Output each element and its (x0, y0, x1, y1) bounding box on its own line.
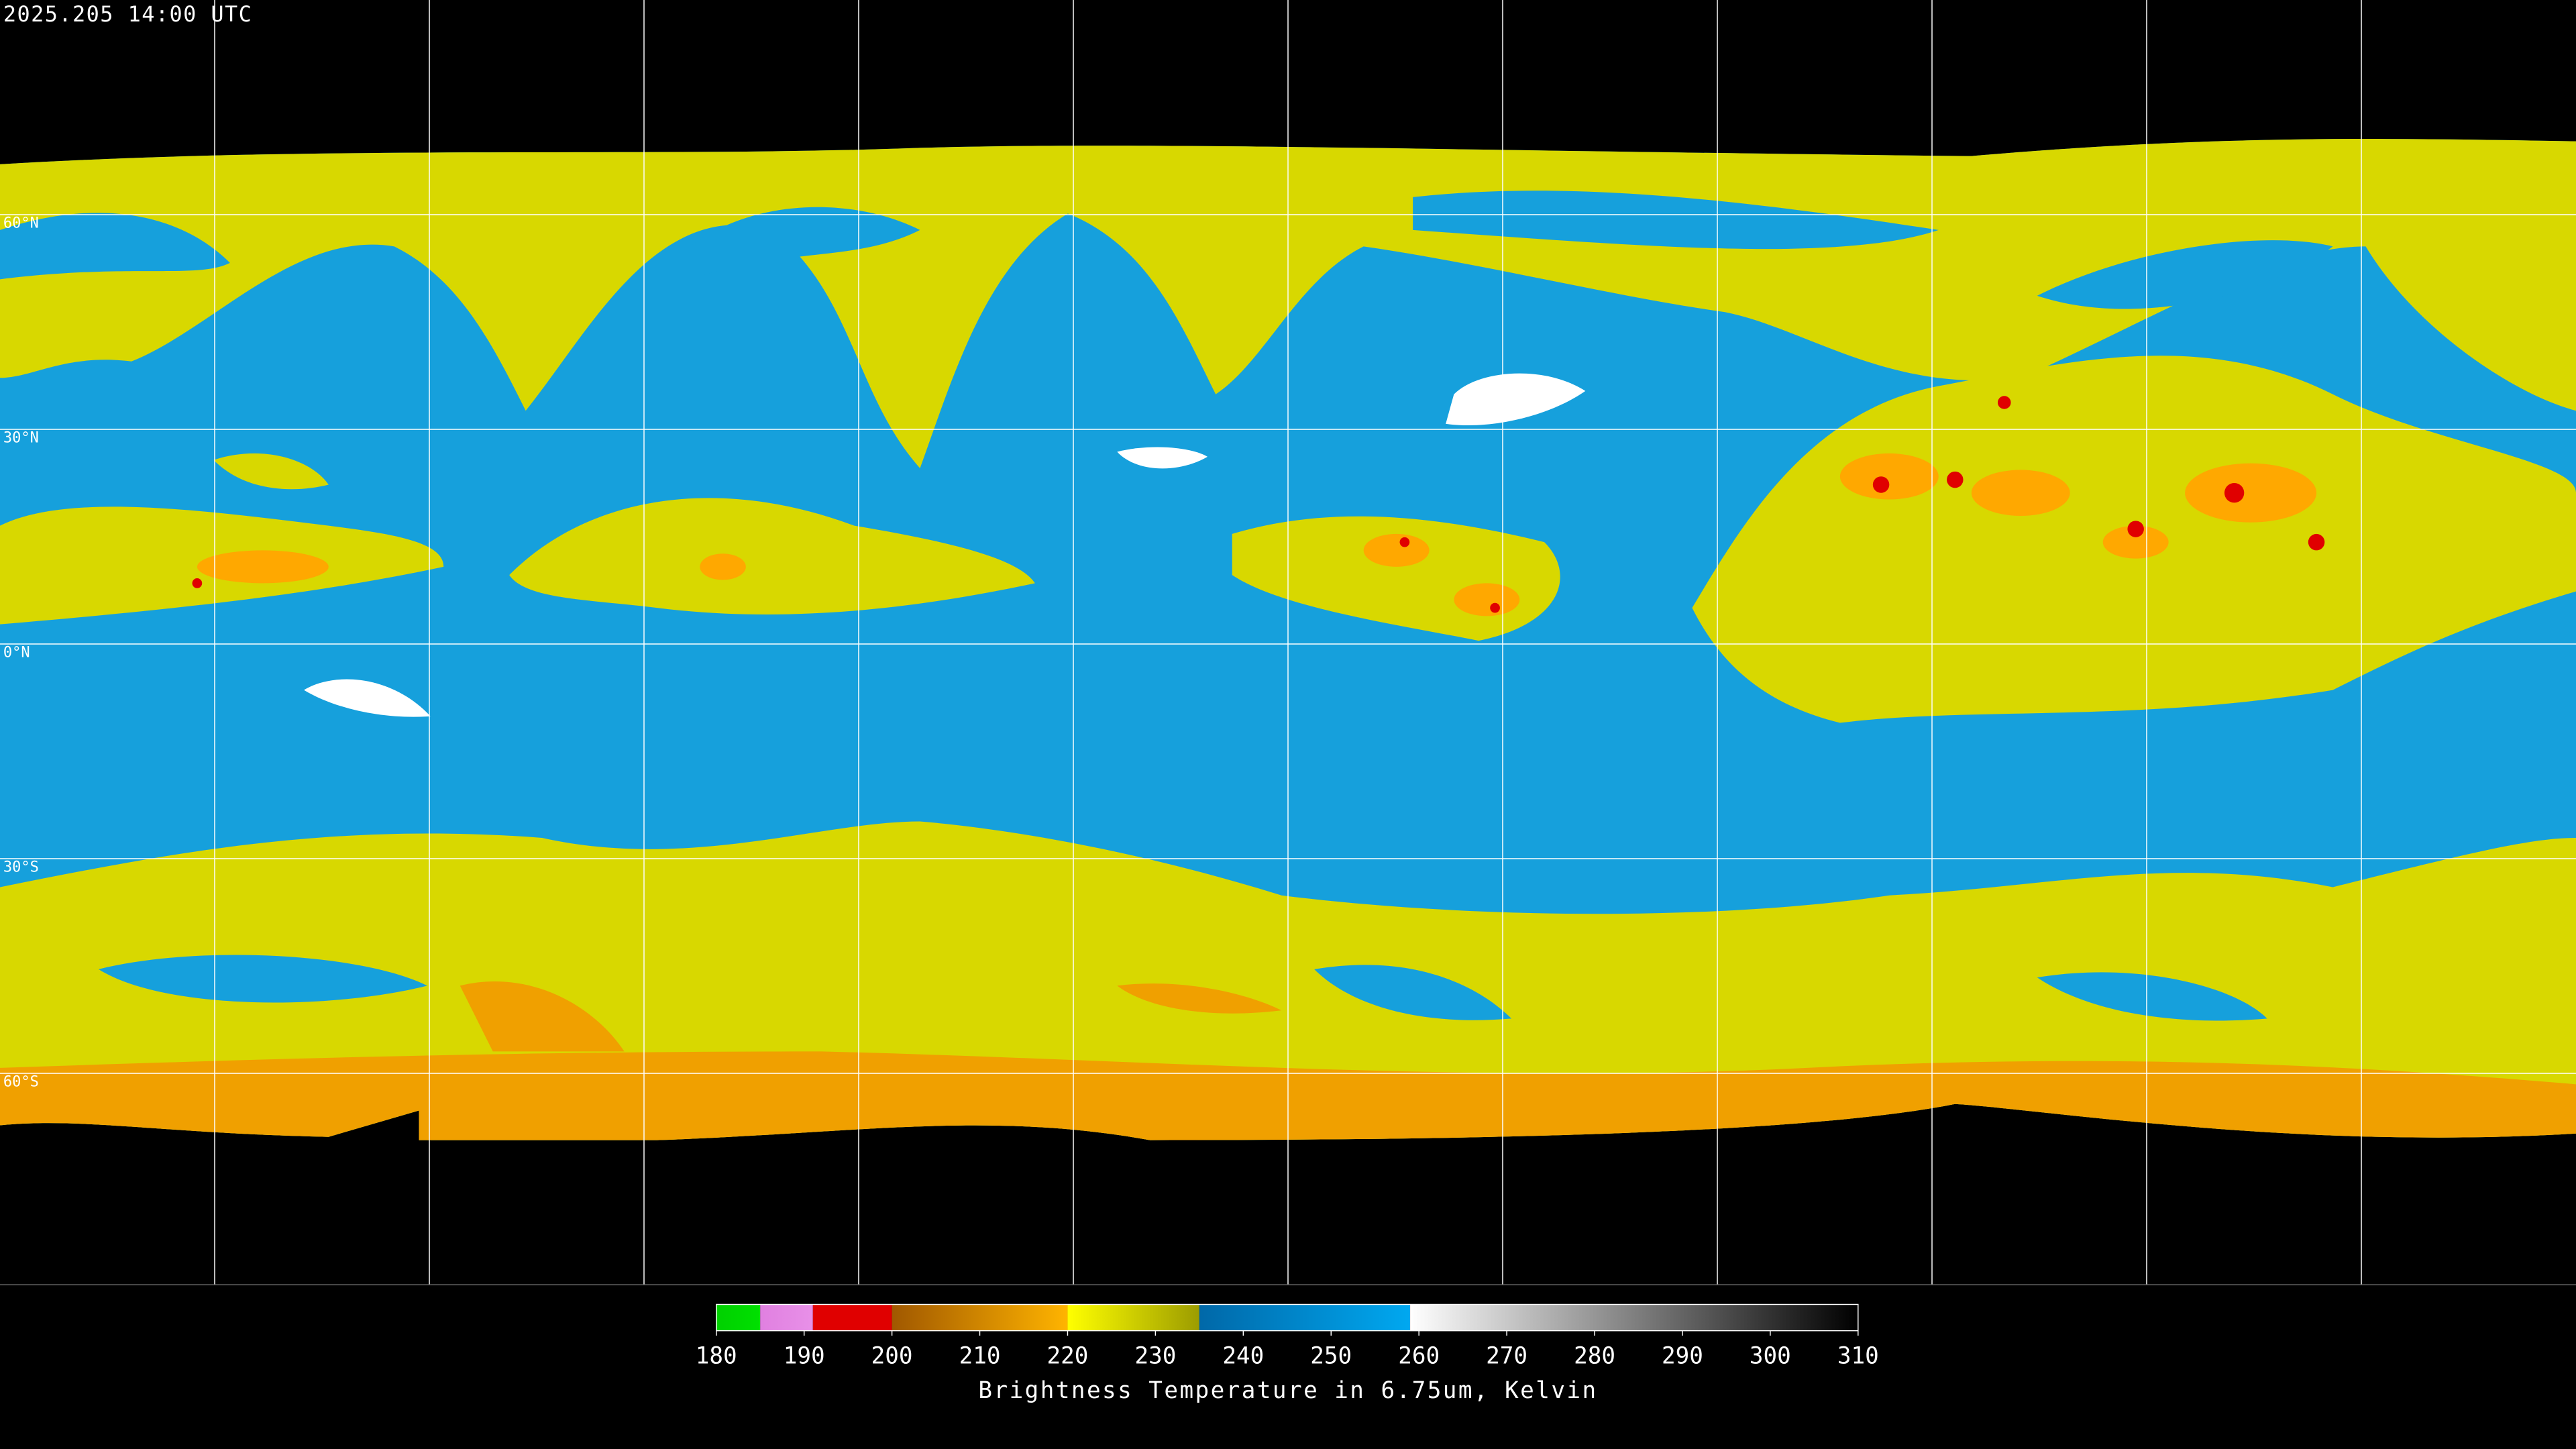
colorbar-tick-label: 300 (1750, 1343, 1791, 1370)
colorbar-frame (716, 1303, 1859, 1332)
colorbar-segment (1067, 1304, 1199, 1331)
colorbar-tick-label: 220 (1047, 1343, 1089, 1370)
lat-label: 30°S (3, 859, 39, 876)
colorbar-tick-label: 270 (1486, 1343, 1527, 1370)
lat-label: 60°N (3, 215, 39, 232)
colorbar-tick-label: 210 (959, 1343, 1001, 1370)
cold-cloud-tops (197, 453, 2317, 616)
deep-convection (192, 396, 2325, 613)
colorbar-tick-label: 260 (1398, 1343, 1440, 1370)
colorbar-tick-label: 310 (1837, 1343, 1879, 1370)
colorbar-tick-label: 230 (1134, 1343, 1176, 1370)
timestamp: 2025.205 14:00 UTC (3, 1, 252, 27)
colorbar-segment (892, 1304, 1068, 1331)
lat-label: 30°N (3, 430, 39, 447)
southern-dry-slots (98, 955, 2267, 1021)
colorbar-segment (1199, 1304, 1411, 1331)
tropical-convection (0, 453, 1560, 641)
colorbar: 180 190 200 210 220 230 240 250 260 270 280 290 300 3… (696, 1303, 1879, 1370)
colorbar-tick-label: 250 (1310, 1343, 1352, 1370)
latitude-labels: 60°N 30°N 0°N 30°S 60°S (3, 215, 39, 1091)
colorbar-segment (760, 1304, 813, 1331)
colorbar-segment (716, 1304, 761, 1331)
graticule (0, 0, 2576, 1285)
colorbar-tick-label: 200 (871, 1343, 913, 1370)
lat-label: 0°N (3, 645, 30, 661)
colorbar-segment (812, 1304, 892, 1331)
colorbar-tick-label: 280 (1574, 1343, 1615, 1370)
colorbar-label: Brightness Temperature in 6.75um, Kelvin (978, 1377, 1597, 1404)
colorbar-segment (1410, 1304, 1858, 1331)
lat-label: 60°S (3, 1074, 39, 1091)
warm-spots (304, 373, 1586, 717)
colorbar-tick-label: 190 (784, 1343, 825, 1370)
colorbar-tick-label: 180 (696, 1343, 737, 1370)
colorbar-tick-label: 240 (1222, 1343, 1264, 1370)
dry-slots (0, 191, 2333, 309)
colorbar-tick-label: 290 (1662, 1343, 1703, 1370)
